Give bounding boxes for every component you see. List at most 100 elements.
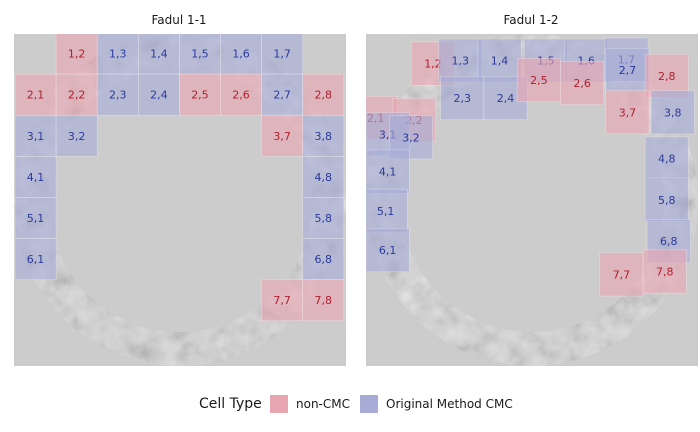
cell-label: 2,3 xyxy=(109,89,127,102)
cell-label: 1,4 xyxy=(150,48,168,61)
cell-label: 3,2 xyxy=(68,130,86,143)
cell-7-8: 7,8 xyxy=(642,249,687,294)
cell-label: 1,4 xyxy=(491,55,509,68)
cell-5-8: 5,8 xyxy=(302,197,345,239)
cell-3-7: 3,7 xyxy=(605,90,650,135)
cell-label: 1,2 xyxy=(424,58,442,71)
cell-5-1: 5,1 xyxy=(366,188,408,233)
cell-label: 2,6 xyxy=(232,89,250,102)
cell-2-7: 2,7 xyxy=(261,73,304,116)
cell-3-2: 3,2 xyxy=(55,114,98,157)
cell-label: 7,8 xyxy=(656,265,674,278)
cell-label: 7,7 xyxy=(613,268,631,281)
cell-label: 5,8 xyxy=(315,212,333,225)
cell-2-2: 2,2 xyxy=(55,73,98,116)
cell-label: 4,1 xyxy=(27,171,45,184)
cell-label: 6,8 xyxy=(315,253,333,266)
cell-1-7: 1,7 xyxy=(261,34,304,75)
cell-4-8: 4,8 xyxy=(644,136,689,181)
cell-label: 1,7 xyxy=(273,48,291,61)
cell-2-3: 2,3 xyxy=(96,73,139,116)
cell-2-7: 2,7 xyxy=(605,48,650,92)
cell-label: 2,7 xyxy=(273,89,291,102)
cell-6-8: 6,8 xyxy=(302,238,345,280)
cell-label: 2,3 xyxy=(454,92,472,105)
cell-2-3: 2,3 xyxy=(440,75,485,120)
cell-4-1: 4,1 xyxy=(366,149,410,194)
legend-key-non-cmc xyxy=(270,395,288,413)
panel-title-right: Fadul 1-2 xyxy=(503,13,559,27)
cell-1-4: 1,4 xyxy=(138,34,180,75)
cell-label: 2,1 xyxy=(27,89,45,102)
cell-2-5: 2,5 xyxy=(179,73,221,116)
cell-4-8: 4,8 xyxy=(302,156,345,198)
cell-label: 4,8 xyxy=(658,153,676,166)
cell-label: 3,8 xyxy=(315,130,333,143)
cell-label: 2,5 xyxy=(530,74,548,87)
cell-label: 3,7 xyxy=(273,130,291,143)
firing-pin-area xyxy=(48,68,312,332)
cartridge-panel-right: 1,21,31,41,51,61,72,12,22,32,42,52,62,72… xyxy=(366,34,698,366)
cell-2-1: 2,1 xyxy=(14,73,57,116)
cell-label: 2,8 xyxy=(658,70,676,83)
cell-label: 5,8 xyxy=(658,194,676,207)
legend-title: Cell Type xyxy=(199,396,262,412)
cell-7-7: 7,7 xyxy=(261,279,304,322)
cell-2-4: 2,4 xyxy=(138,73,180,116)
legend-key-cmc xyxy=(360,395,378,413)
cell-label: 1,3 xyxy=(452,55,470,68)
cell-label: 2,6 xyxy=(573,77,591,90)
cell-2-8: 2,8 xyxy=(302,73,345,116)
cell-label: 3,1 xyxy=(27,130,45,143)
cell-label: 2,4 xyxy=(150,89,168,102)
legend: Cell Type non-CMC Original Method CMC xyxy=(0,392,700,418)
cell-label: 3,8 xyxy=(664,106,682,119)
cell-2-6: 2,6 xyxy=(560,60,605,105)
cell-7-7: 7,7 xyxy=(599,252,644,297)
cell-3-8: 3,8 xyxy=(650,90,695,135)
cell-1-2: 1,2 xyxy=(55,34,98,75)
cell-1-5: 1,5 xyxy=(179,34,221,75)
cell-label: 1,3 xyxy=(109,48,127,61)
cell-2-6: 2,6 xyxy=(220,73,262,116)
cell-label: 7,8 xyxy=(315,294,333,307)
cell-label: 2,4 xyxy=(497,92,515,105)
cell-2-5: 2,5 xyxy=(516,57,561,102)
cell-label: 6,1 xyxy=(27,253,45,266)
legend-label-cmc: Original Method CMC xyxy=(386,397,513,411)
cell-6-1: 6,1 xyxy=(366,228,410,273)
cell-5-1: 5,1 xyxy=(14,197,57,239)
cell-1-3: 1,3 xyxy=(96,34,139,75)
cell-5-8: 5,8 xyxy=(644,177,689,222)
cell-label: 1,2 xyxy=(68,48,86,61)
cell-label: 4,1 xyxy=(379,166,397,179)
cell-label: 1,6 xyxy=(232,48,250,61)
panel-title-left: Fadul 1-1 xyxy=(151,13,207,27)
cell-label: 6,8 xyxy=(660,235,678,248)
cell-1-6: 1,6 xyxy=(220,34,262,75)
cartridge-panel-left: 1,2 1,3 1,4 1,5 1,6 1,7 2,1 2,2 2,3 2,4 2,5 2,6 2,7 2… xyxy=(14,34,346,366)
cell-3-7: 3,7 xyxy=(261,114,304,157)
cell-label: 2,8 xyxy=(315,89,333,102)
cell-1-3: 1,3 xyxy=(438,38,483,83)
cell-label: 5,1 xyxy=(377,205,395,218)
cell-4-1: 4,1 xyxy=(14,156,57,198)
cell-6-1: 6,1 xyxy=(14,238,57,280)
cell-label: 2,5 xyxy=(191,89,209,102)
cell-7-8: 7,8 xyxy=(302,279,345,322)
cell-2-8: 2,8 xyxy=(644,53,689,98)
cell-label: 1,5 xyxy=(191,48,209,61)
cell-3-8: 3,8 xyxy=(302,114,345,157)
firing-pin-area xyxy=(400,68,664,332)
cell-label: 7,7 xyxy=(273,294,291,307)
cell-3-1: 3,1 xyxy=(14,114,57,157)
cell-label: 2,2 xyxy=(68,89,86,102)
cell-label: 3,2 xyxy=(402,131,420,144)
cell-label: 2,7 xyxy=(619,64,637,77)
cell-label: 4,8 xyxy=(315,171,333,184)
legend-label-non-cmc: non-CMC xyxy=(296,397,350,411)
cell-label: 3,7 xyxy=(619,106,637,119)
cell-1-4: 1,4 xyxy=(477,38,522,83)
cell-label: 5,1 xyxy=(27,212,45,225)
cell-label: 6,1 xyxy=(379,244,397,257)
